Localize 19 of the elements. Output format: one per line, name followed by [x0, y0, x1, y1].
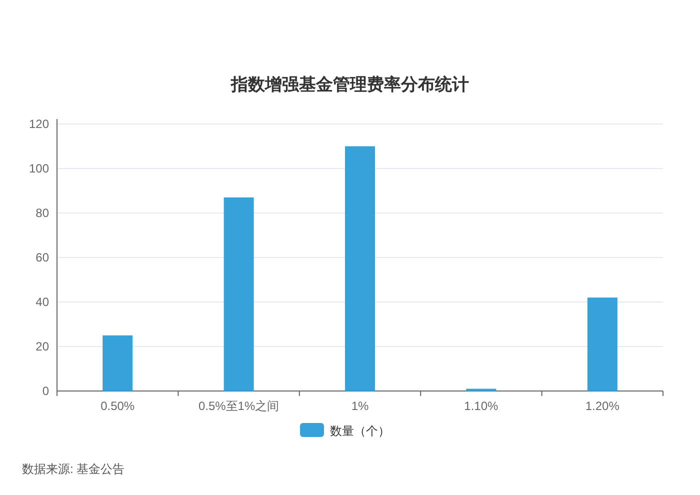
- x-tick-label: 0.5%至1%之间: [198, 399, 280, 413]
- bar: [102, 335, 133, 391]
- y-tick-label: 40: [36, 295, 50, 309]
- bar: [345, 146, 375, 391]
- y-tick-label: 20: [36, 340, 50, 354]
- x-tick-label: 0.50%: [100, 399, 135, 413]
- y-tick-label: 60: [36, 250, 50, 264]
- y-tick-label: 80: [36, 206, 50, 220]
- x-tick-label: 1%: [351, 399, 369, 413]
- bar: [587, 298, 618, 391]
- y-tick-label: 120: [28, 117, 50, 131]
- legend-label: 数量（个）: [330, 424, 390, 438]
- chart-title: 指数增强基金管理费率分布统计: [230, 75, 469, 94]
- y-tick-label: 100: [28, 162, 50, 176]
- y-tick-label: 0: [42, 384, 50, 398]
- source-note: 数据来源: 基金公告: [22, 462, 125, 476]
- x-tick-label: 1.20%: [585, 399, 620, 413]
- x-tick-label: 1.10%: [464, 399, 499, 413]
- bar: [224, 197, 254, 391]
